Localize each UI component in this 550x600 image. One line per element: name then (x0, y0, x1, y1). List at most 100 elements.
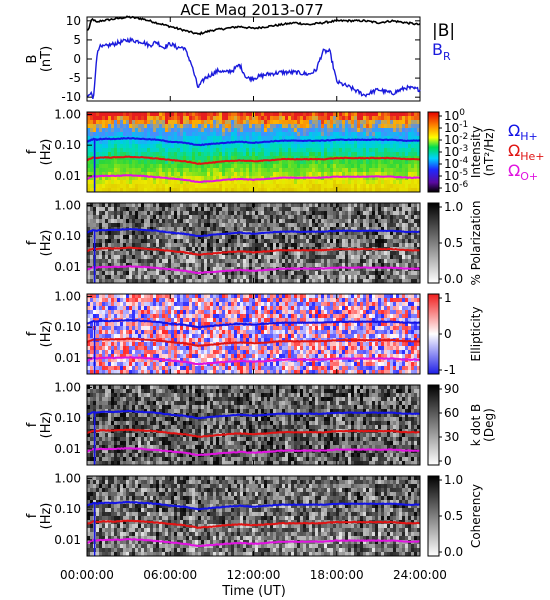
gyro-He-line-coherency (86, 519, 421, 529)
x-axis-label: Time (UT) (221, 584, 286, 599)
gyro-O-line-coherency (86, 537, 420, 548)
time-axis: 00:00:00 06:00:00 12:00:00 18:00:00 24:00:00 (60, 17, 447, 582)
legend-gyro-o-main: Ω (508, 161, 520, 180)
gyro-H-line-coherency (86, 500, 421, 511)
colorbar-tick-label: 0.5 (444, 236, 463, 250)
freq-tick-label: 0.01 (54, 260, 81, 274)
legend-gyro-h-sub: H+ (520, 130, 538, 143)
freq-tick-label: 1.00 (54, 289, 81, 303)
absolute-b-line (86, 15, 421, 36)
kdotb-colorbar (427, 384, 440, 466)
panel-intensity: 1.000.100.01f (Hz)10010-110-210-310-410-5… (25, 107, 496, 195)
freq-tick-label: 0.10 (54, 229, 81, 243)
freq-tick-label: 0.10 (54, 320, 81, 334)
freq-ylabel-1: f (25, 149, 40, 154)
gyro-O-line-intensity (86, 174, 421, 184)
freq-tick-label: 1.00 (54, 380, 81, 394)
gyro-O-line-ellipticity (86, 355, 421, 366)
gyro-legend: ΩH+ ΩHe+ ΩO+ (508, 121, 545, 183)
kdotb-colorbar-label: k dot B (469, 404, 483, 446)
legend-br-main: B (432, 40, 443, 59)
mag-ytick-label: 5 (73, 33, 81, 47)
polarization-colorbar (427, 202, 440, 284)
freq-ylabel-1: f (25, 240, 40, 245)
polarization-colorbar-label: % Polarization (469, 201, 483, 286)
freq-tick-label: 1.00 (54, 198, 81, 212)
intensity-spectrogram (87, 112, 421, 193)
x-tick-label: 06:00:00 (143, 568, 197, 582)
polarization-spectrogram (87, 203, 421, 284)
freq-tick-label: 0.01 (54, 169, 81, 183)
freq-ylabel-2: (Hz) (39, 412, 54, 439)
intensity-colorbar-unit: (nT²/Hz) (482, 128, 496, 176)
mag-ytick-label: 10 (66, 14, 81, 28)
legend-gyro-o: ΩO+ (508, 161, 538, 183)
gyro-H-line-intensity (87, 136, 420, 147)
legend-gyro-h: ΩH+ (508, 121, 538, 143)
kdotb-spectrogram (87, 385, 421, 466)
ellipticity-colorbar-label: Ellipticity (469, 307, 483, 362)
mag-ytick-label: 0 (73, 52, 81, 66)
legend-gyro-o-sub: O+ (520, 170, 538, 183)
freq-tick-label: 0.01 (54, 351, 81, 365)
freq-ylabel-2: (Hz) (39, 139, 54, 166)
gyro-H-line-kdotb (86, 409, 421, 420)
mag-ytick-label: -5 (69, 71, 81, 85)
legend-gyro-he-sub: He+ (520, 150, 544, 163)
gyro-O-line-polarization (86, 265, 421, 275)
mag-y-ticks: 10 5 0 -5 -10 (61, 14, 420, 104)
colorbar-tick-label: 1.0 (444, 200, 463, 214)
legend-gyro-h-main: Ω (508, 121, 520, 140)
colorbar-tick-label: 0 (444, 454, 452, 468)
gyro-He-line-ellipticity (86, 337, 421, 347)
gyro-He-line-kdotb (86, 428, 421, 438)
freq-tick-label: 0.10 (54, 138, 81, 152)
mag-plot-frame (86, 16, 421, 102)
colorbar-tick-label: -1 (444, 363, 456, 377)
freq-ylabel-2: (Hz) (39, 503, 54, 530)
freq-tick-label: 0.01 (54, 533, 81, 547)
coherency-colorbar (427, 475, 440, 557)
mag-ylabel-1: B (25, 55, 40, 64)
colorbar-tick-label: 90 (444, 382, 459, 396)
panel-kdotb: 1.00 0.10 0.01 f (Hz) 90 60 30 0 k dot B (Deg) (25, 380, 496, 468)
colorbar-tick-label: 0.0 (444, 545, 463, 559)
intensity-colorbar-label: Intensity (469, 126, 483, 178)
colorbar-tick-label: 60 (444, 406, 459, 420)
legend-gyro-he: ΩHe+ (508, 141, 545, 163)
x-tick-label: 12:00:00 (227, 568, 281, 582)
freq-tick-label: 0.01 (54, 442, 81, 456)
gyro-H-line-polarization (86, 227, 421, 238)
gyro-He-line-intensity (86, 155, 420, 165)
legend-br-sub: R (443, 50, 451, 63)
freq-tick-label: 1.00 (54, 471, 81, 485)
gyro-O-line-kdotb (86, 447, 420, 457)
colorbar-tick-label: 10-6 (444, 180, 469, 195)
mag-ytick-label: -10 (61, 90, 81, 104)
legend-abs-b: |B| (432, 21, 455, 41)
gyro-He-line-polarization (86, 246, 421, 256)
kdotb-colorbar-unit: (Deg) (482, 408, 496, 442)
coherency-colorbar-label: Coherency (469, 484, 483, 548)
mag-ylabel-2: (nT) (39, 46, 54, 72)
colorbar-tick-label: 0.5 (444, 509, 463, 523)
intensity-colorbar (427, 111, 440, 193)
legend-br: BR (432, 40, 451, 63)
colorbar-tick-label: 1.0 (444, 473, 463, 487)
colorbar-tick-label: 1 (444, 291, 452, 305)
freq-tick-label: 1.00 (54, 107, 81, 121)
gyro-H-line-ellipticity (87, 318, 421, 329)
x-tick-label: 24:00:00 (393, 568, 447, 582)
x-tick-label: 00:00:00 (60, 568, 114, 582)
freq-ylabel-1: f (25, 331, 40, 336)
colorbar-tick-label: 0.0 (444, 272, 463, 286)
freq-ylabel-2: (Hz) (39, 230, 54, 257)
panel-coherency: 1.00 0.10 0.01 f (Hz) 1.0 0.5 0.0 Coherency (25, 471, 483, 559)
br-line (86, 36, 421, 99)
figure-title: ACE Mag 2013-077 (180, 1, 323, 19)
freq-ylabel-1: f (25, 422, 40, 427)
panel-polarization: 1.00 0.10 0.01 f (Hz) 1.0 0.5 0.0 % Polarization (25, 198, 483, 286)
colorbar-tick-label: 0 (444, 327, 452, 341)
